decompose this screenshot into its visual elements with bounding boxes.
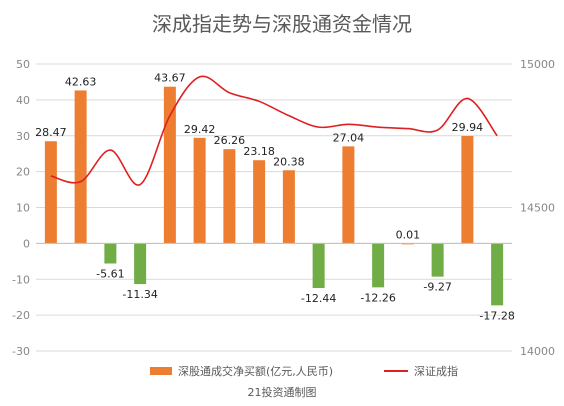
index-line xyxy=(50,75,498,186)
data-label: -17.28 xyxy=(479,309,514,322)
data-label: 43.67 xyxy=(154,72,186,85)
data-label: -11.34 xyxy=(122,288,157,301)
legend-item-line: 深证成指 xyxy=(384,363,458,379)
legend-line-swatch xyxy=(384,370,408,372)
bar xyxy=(282,170,295,244)
y-left-tick-label: 40 xyxy=(16,94,30,107)
y-left-tick-label: 50 xyxy=(16,58,30,71)
y-right-tick-label: 14500 xyxy=(520,202,555,215)
data-label: 26.26 xyxy=(214,134,246,147)
data-label: -9.27 xyxy=(423,281,451,294)
chart-title: 深成指走势与深股通资金情况 xyxy=(152,12,412,36)
legend-bar-swatch xyxy=(150,367,172,375)
data-label: 0.01 xyxy=(396,228,421,241)
bar xyxy=(104,243,117,264)
y-left-tick-label: -30 xyxy=(12,345,30,358)
data-label: 29.42 xyxy=(184,123,216,136)
bar xyxy=(163,86,176,244)
y-left-tick-label: 0 xyxy=(23,237,30,250)
bar xyxy=(461,135,474,244)
source-caption: 21投资通制图 xyxy=(247,386,317,399)
bar xyxy=(372,243,385,288)
data-label: 29.94 xyxy=(452,121,484,134)
bar xyxy=(312,243,325,289)
y-right-tick-label: 14000 xyxy=(520,345,555,358)
bar xyxy=(134,243,147,285)
y-left-tick-label: -20 xyxy=(12,309,30,322)
data-label: -12.44 xyxy=(301,292,336,305)
bar xyxy=(74,90,87,244)
legend-line-label: 深证成指 xyxy=(414,365,458,378)
bar xyxy=(431,243,444,277)
bar xyxy=(193,137,206,244)
data-label: 20.38 xyxy=(273,155,305,168)
data-label: 23.18 xyxy=(243,145,275,158)
y-left-tick-label: -10 xyxy=(12,273,30,286)
bar xyxy=(44,141,57,244)
y-left-tick-label: 10 xyxy=(16,202,30,215)
bar xyxy=(253,160,266,244)
data-label: -12.26 xyxy=(360,291,395,304)
data-label: 27.04 xyxy=(333,131,365,144)
data-label: 28.47 xyxy=(35,126,67,139)
bar xyxy=(491,243,504,306)
y-left-tick-label: 30 xyxy=(16,130,30,143)
bar xyxy=(342,146,355,244)
data-label: 42.63 xyxy=(65,75,97,88)
data-label: -5.61 xyxy=(96,268,124,281)
legend-item-bars: 深股通成交净买额(亿元,人民币) xyxy=(150,363,333,379)
y-left-tick-label: 20 xyxy=(16,166,30,179)
bar xyxy=(223,149,236,244)
y-right-tick-label: 15000 xyxy=(520,58,555,71)
legend-bar-label: 深股通成交净买额(亿元,人民币) xyxy=(178,365,334,378)
legend: 深股通成交净买额(亿元,人民币) 深证成指 xyxy=(0,363,564,381)
